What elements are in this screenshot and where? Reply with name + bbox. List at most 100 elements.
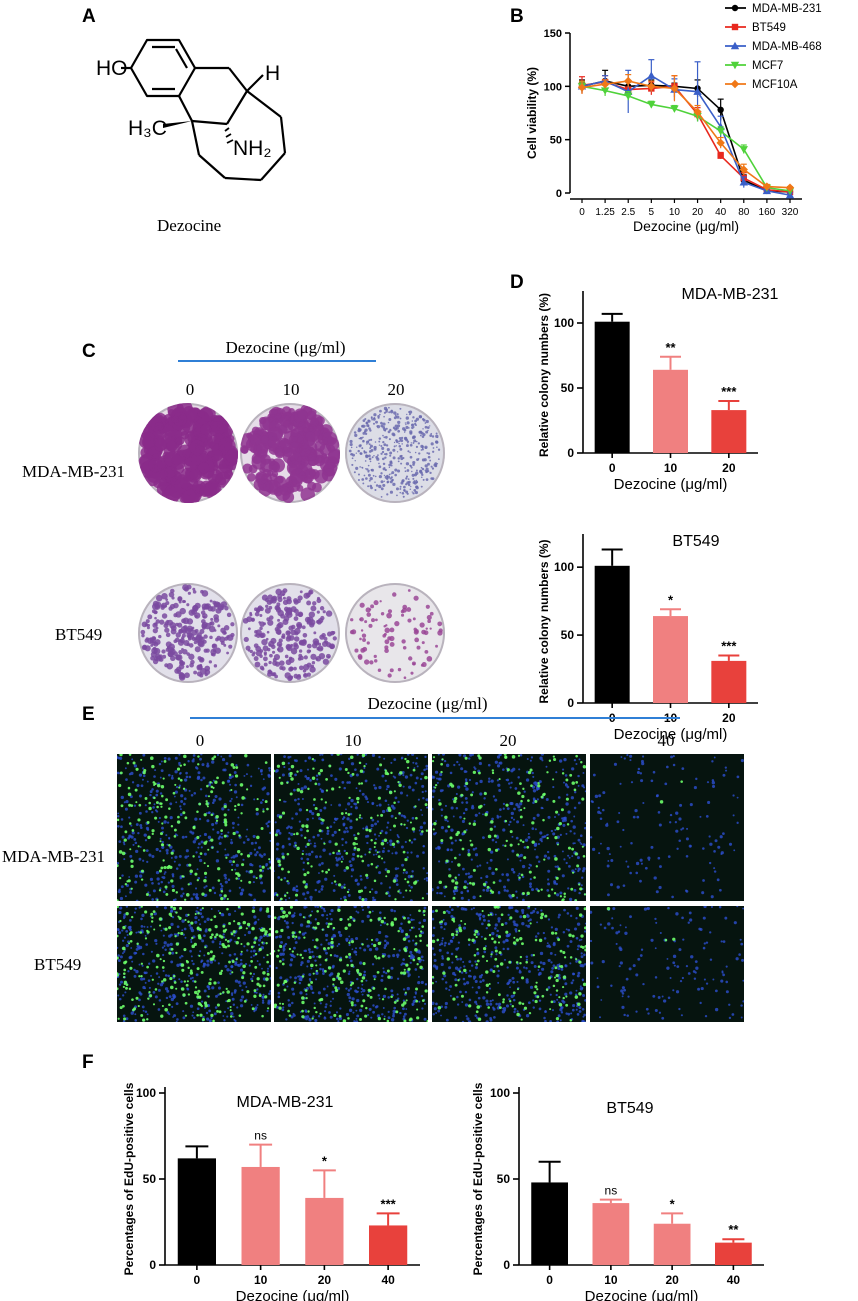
point [647,101,656,109]
cell-dots [117,906,271,1022]
colony-dish [345,583,445,683]
x-axis-label: Dezocine (μg/ml) [614,476,728,493]
point [739,178,748,186]
bar [711,410,747,453]
cell-dots [432,754,586,901]
bar [653,369,688,453]
bar [715,1242,752,1265]
significance-label: ** [665,340,676,355]
y-tick-label: 50 [561,381,575,395]
colony-dots [242,588,337,682]
colony-dish [345,403,445,503]
point [717,152,724,159]
point [670,105,679,113]
b-x-tick-label: 20 [692,207,704,218]
colony-bar-chart-mda-mb-231: 0 50 100 0 10 ** 20 *** Dezocine (μg/ml) Relative… [537,286,779,493]
y-axis-label: Percentages of EdU-positive cells [122,1082,136,1275]
point [716,127,725,136]
series-line [581,74,791,196]
b-y-tick-label: 0 [556,188,562,200]
chart-title: BT549 [606,1100,653,1117]
colony-dish [240,403,340,503]
edu-image [590,754,744,901]
bar [305,1197,344,1265]
structure-ho-label: HO [96,57,128,80]
cell-dots [590,754,744,899]
y-tick-label: 0 [567,696,574,710]
bar [592,1203,630,1265]
point [731,23,739,31]
colony-dish [138,403,238,503]
point [693,107,702,117]
point [717,106,724,114]
panel-e-row-mda-mb-231: MDA-MB-231 [2,847,105,866]
panel-e-col-10: 10 [344,731,362,750]
panel-e-col-20: 20 [499,731,517,750]
colony-dish [138,583,238,683]
y-tick-label: 50 [497,1172,511,1186]
point [739,146,748,154]
b-x-axis-label: Dezocine (μg/ml) [633,218,739,234]
significance-label: ** [728,1222,739,1237]
cell-dots [432,906,586,1022]
legend-label: MDA-MB-468 [752,41,822,53]
point [577,83,587,92]
b-y-tick-label: 150 [544,28,562,40]
b-x-tick-label: 160 [759,207,776,218]
colony-dots [140,584,235,681]
edu-bar-chart-mda-mb-231: 0 50 100 0 10 ns 20 * 40 *** Dezocine (μg/ml) Perce… [122,1082,420,1301]
panel-c-row-bt549: BT549 [55,625,103,644]
y-axis-label: Relative colony numbers (%) [537,293,551,457]
edu-image [432,754,586,901]
x-tick-label: 0 [546,1273,553,1287]
series-line [581,80,791,189]
point [731,4,739,12]
significance-label: * [322,1153,328,1168]
edu-image [590,906,744,1022]
panel-e-col-0: 0 [195,731,205,750]
x-tick-label: 0 [609,461,616,475]
panel-e-header-bar [190,717,680,719]
b-x-tick-label: 40 [715,207,727,218]
point [785,183,795,192]
structure-h3c-label: H₃C [128,117,167,140]
panel-e-header: Dezocine (μg/ml) [367,694,488,713]
colony-dots [348,406,441,498]
edu-bar-chart-bt549: 0 50 100 0 10 ns 20 * 40 ** Dezocine (μg/ml) Percen… [471,1082,764,1301]
significance-label: * [668,592,674,607]
x-axis-label: Dezocine (μg/ml) [585,1288,699,1301]
panel-label-a: A [82,6,96,27]
y-tick-label: 0 [149,1258,156,1272]
x-tick-label: 20 [318,1273,332,1287]
bar [241,1166,280,1265]
colony-dots [138,403,238,503]
x-tick-label: 40 [727,1273,741,1287]
legend-label: BT549 [752,22,786,34]
bar [594,321,630,453]
panel-c-header-bar [178,360,376,362]
structure-h-label: H [265,62,281,85]
y-tick-label: 50 [561,628,575,642]
point [730,79,740,89]
panel-label-e: E [82,704,95,725]
y-tick-label: 50 [143,1172,157,1186]
x-tick-label: 10 [604,1273,618,1287]
b-y-axis-label: Cell viability (%) [525,67,539,159]
panel-label-f: F [82,1052,94,1073]
point [624,92,633,101]
chart-title: MDA-MB-231 [682,286,779,303]
chart-title: BT549 [672,533,719,550]
x-tick-label: 40 [381,1273,395,1287]
bar [653,616,688,703]
edu-image [274,906,428,1022]
panel-c-col-0: 0 [185,380,195,399]
y-tick-label: 0 [503,1258,510,1272]
edu-image [432,906,586,1022]
panel-label-c: C [82,341,96,362]
cell-dots [117,754,271,901]
significance-label: *** [721,384,737,399]
edu-image [274,754,428,901]
x-tick-label: 20 [722,711,736,725]
bar [177,1158,216,1265]
